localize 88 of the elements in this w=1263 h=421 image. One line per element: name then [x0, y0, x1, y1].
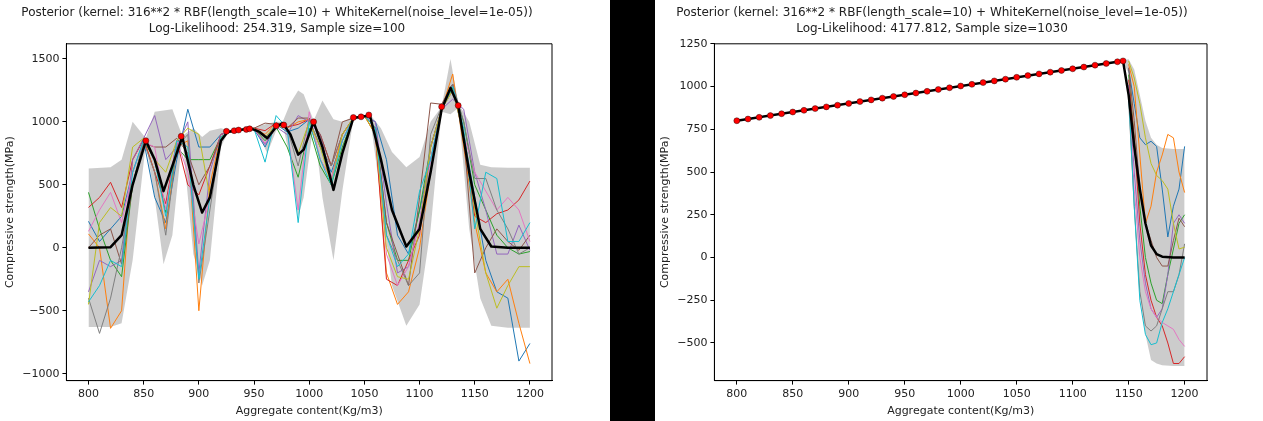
point — [800, 107, 808, 114]
x-axis-title: Aggregate content(Kg/m3) — [235, 404, 383, 418]
point — [365, 111, 372, 119]
point — [272, 122, 280, 129]
point — [223, 128, 230, 135]
point — [357, 113, 365, 121]
y-tick-label: 1250 — [679, 36, 708, 50]
chart-title: Posterior (kernel: 316**2 * RBF(length_scale=10) + WhiteKernel(noise_level=1e-05)) — [21, 5, 533, 20]
point — [856, 98, 864, 105]
point — [834, 101, 841, 109]
point — [912, 89, 920, 97]
x-tick-label: 1200 — [1170, 387, 1199, 401]
x-tick-label: 1100 — [1058, 387, 1087, 401]
x-tick-label: 1050 — [1002, 387, 1031, 401]
x-tick-label: 900 — [188, 387, 210, 401]
point — [1035, 70, 1043, 78]
x-tick-label: 900 — [838, 387, 860, 401]
x-tick-label: 850 — [782, 387, 804, 401]
y-tick-label: −500 — [29, 303, 60, 317]
x-tick-label: 800 — [77, 387, 99, 401]
y-tick-label: 0 — [700, 250, 708, 264]
x-tick-label: 1000 — [295, 387, 324, 401]
y-axis-title: Compressive strength(MPa) — [3, 136, 17, 289]
point — [946, 84, 953, 91]
y-tick-label: 500 — [38, 177, 60, 191]
point — [1103, 60, 1110, 67]
x-tick-label: 1150 — [1114, 387, 1143, 401]
x-tick-label: 950 — [243, 387, 265, 401]
y-tick-label: −250 — [677, 293, 708, 307]
x-axis-title: Aggregate content(Kg/m3) — [887, 404, 1035, 418]
point — [744, 115, 752, 123]
chart-subtitle: Log-Likelihood: 4177.812, Sample size=1030 — [796, 20, 1068, 35]
point — [823, 103, 830, 111]
point — [755, 114, 763, 121]
point — [789, 108, 796, 116]
point — [1080, 63, 1088, 71]
point — [811, 105, 819, 112]
point — [845, 100, 852, 107]
point — [979, 79, 987, 86]
point — [901, 91, 908, 98]
point — [935, 86, 942, 93]
x-tick-label: 1050 — [350, 387, 379, 401]
chart-title: Posterior (kernel: 316**2 * RBF(length_scale=10) + WhiteKernel(noise_level=1e-05)) — [676, 5, 1188, 20]
point — [1114, 58, 1121, 65]
point — [879, 94, 886, 102]
x-tick-label: 950 — [894, 387, 916, 401]
point — [1069, 65, 1076, 72]
x-tick-label: 1150 — [460, 387, 489, 401]
x-tick-label: 1100 — [405, 387, 434, 401]
point — [310, 118, 317, 126]
y-tick-label: 500 — [686, 164, 708, 178]
point — [1047, 68, 1054, 76]
point — [957, 82, 964, 90]
x-tick-label: 850 — [133, 387, 155, 401]
point — [867, 96, 875, 104]
point — [350, 114, 357, 121]
y-tick-label: 1000 — [679, 79, 708, 93]
point — [1013, 74, 1020, 81]
point — [968, 81, 976, 88]
point — [1024, 72, 1032, 79]
x-tick-label: 1000 — [946, 387, 975, 401]
y-tick-label: 1500 — [31, 51, 60, 65]
x-tick-label: 800 — [726, 387, 748, 401]
point — [235, 126, 242, 134]
y-tick-label: −500 — [677, 335, 708, 349]
y-tick-label: 1000 — [31, 114, 60, 128]
point — [280, 121, 288, 129]
point — [454, 102, 462, 109]
y-tick-label: 750 — [686, 122, 708, 136]
y-tick-label: −1000 — [22, 366, 60, 380]
y-tick-label: 0 — [52, 240, 60, 254]
point — [1058, 67, 1065, 74]
y-tick-label: 250 — [686, 207, 708, 221]
point — [767, 112, 774, 119]
point — [142, 137, 150, 144]
point — [1119, 57, 1127, 65]
point — [177, 133, 185, 140]
point — [778, 110, 785, 117]
point — [923, 88, 931, 95]
y-axis-title: Compressive strength(MPa) — [658, 136, 672, 289]
point — [1091, 61, 1099, 69]
x-tick-label: 1200 — [515, 387, 544, 401]
point — [890, 93, 897, 100]
point — [438, 103, 445, 110]
point — [1002, 75, 1009, 83]
point — [733, 117, 740, 124]
chart-subtitle: Log-Likelihood: 254.319, Sample size=100 — [148, 20, 406, 35]
point — [991, 77, 998, 85]
